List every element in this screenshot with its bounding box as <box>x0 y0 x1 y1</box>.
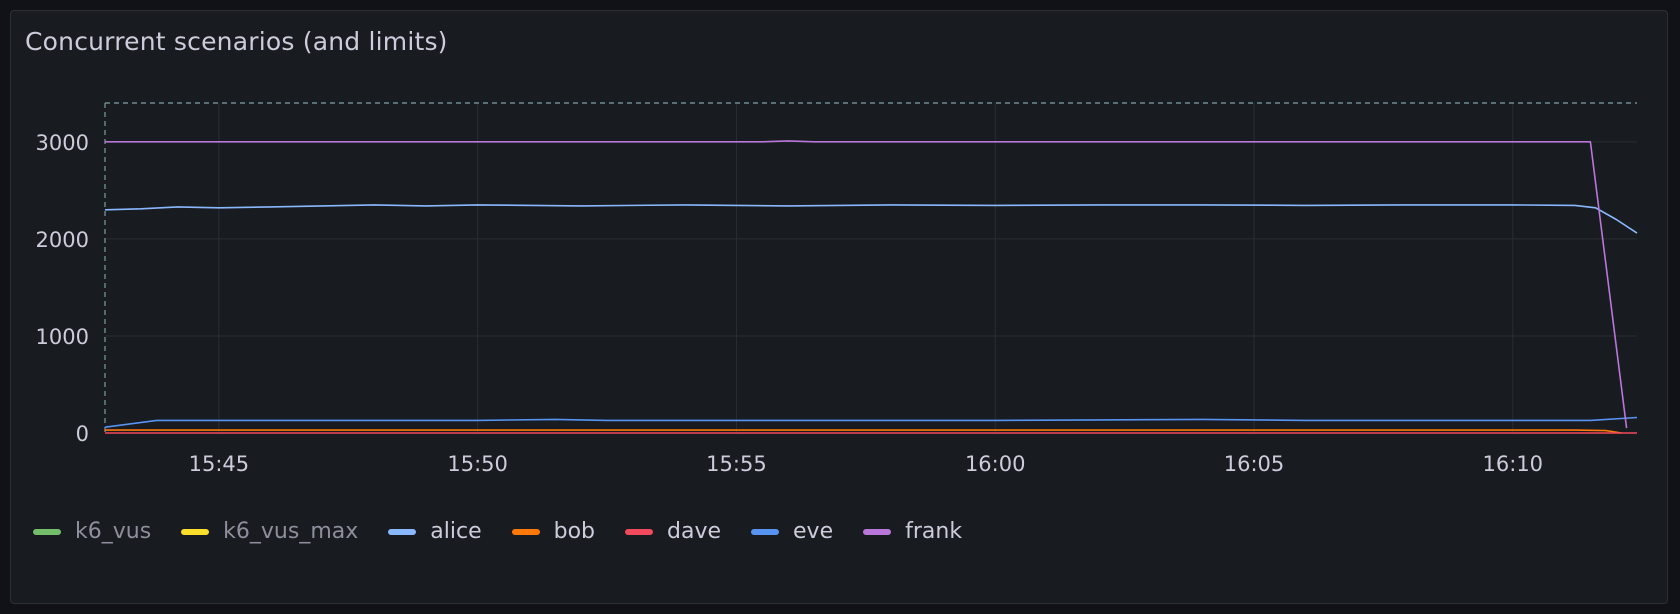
y-tick-label: 1000 <box>36 325 89 349</box>
series-line-eve <box>104 416 1638 428</box>
series-line-bob <box>105 429 1622 434</box>
legend-label: alice <box>430 519 482 544</box>
x-tick-label: 16:10 <box>1483 452 1544 476</box>
y-tick-label: 0 <box>76 422 89 446</box>
legend-item-k6_vus[interactable]: k6_vus <box>33 519 151 544</box>
chart-panel: Concurrent scenarios (and limits) 0 1000 2… <box>10 10 1668 604</box>
legend-item-eve[interactable]: eve <box>751 519 833 544</box>
x-tick-label: 16:05 <box>1224 452 1285 476</box>
legend-swatch <box>33 528 61 535</box>
legend-label: k6_vus_max <box>223 519 359 544</box>
legend-item-frank[interactable]: frank <box>863 519 962 544</box>
legend: k6_vus k6_vus_max alice bob dave eve frank <box>33 519 962 544</box>
legend-item-dave[interactable]: dave <box>625 519 721 544</box>
x-tick-label: 15:50 <box>447 452 508 476</box>
legend-item-bob[interactable]: bob <box>511 519 595 544</box>
legend-label: k6_vus <box>75 519 152 544</box>
legend-swatch <box>625 528 653 535</box>
series-line-frank <box>105 140 1628 429</box>
line-chart: 0 1000 2000 3000 15:45 15:50 15:55 16:00 16:05 16… <box>36 102 1638 476</box>
series-line-alice <box>104 204 1638 234</box>
legend-swatch <box>751 528 780 535</box>
legend-item-k6_vus_max[interactable]: k6_vus_max <box>181 519 358 544</box>
legend-swatch <box>181 528 210 535</box>
legend-label: bob <box>553 519 595 544</box>
x-tick-label: 16:00 <box>965 452 1026 476</box>
y-tick-label: 3000 <box>36 131 89 155</box>
legend-label: frank <box>905 519 963 544</box>
y-tick-label: 2000 <box>36 228 89 252</box>
panel-title: Concurrent scenarios (and limits) <box>25 27 448 56</box>
legend-swatch <box>863 528 892 535</box>
x-tick-label: 15:55 <box>706 452 767 476</box>
legend-item-alice[interactable]: alice <box>388 519 482 544</box>
legend-label: dave <box>667 519 722 544</box>
legend-swatch <box>388 528 417 535</box>
legend-label: eve <box>793 519 834 544</box>
x-tick-label: 15:45 <box>189 452 250 476</box>
legend-swatch <box>511 528 540 535</box>
